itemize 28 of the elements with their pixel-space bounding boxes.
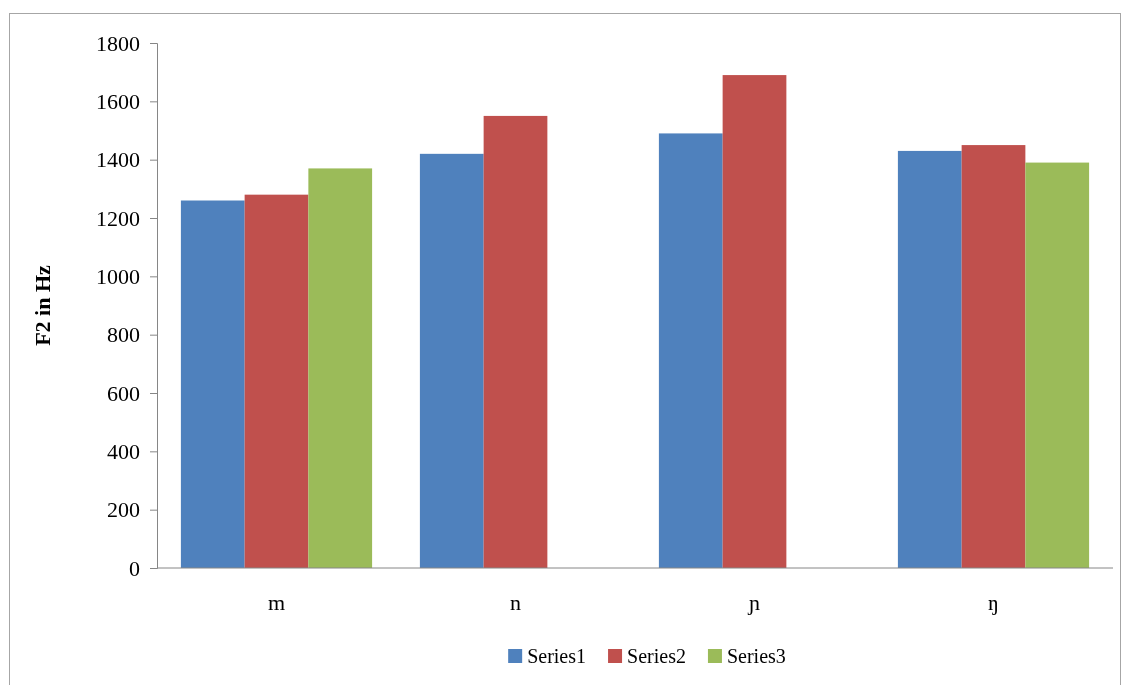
y-tick-label: 400 (107, 438, 140, 464)
bar (419, 153, 484, 568)
y-tick-label: 1800 (96, 30, 140, 56)
x-tick-label: m (267, 590, 286, 615)
legend-label: Series2 (627, 645, 686, 667)
bar (308, 168, 373, 568)
bar (722, 75, 787, 568)
y-tick-label: 1200 (96, 205, 140, 231)
y-tick-label: 1000 (96, 263, 140, 289)
bar (483, 115, 548, 568)
bar (897, 150, 962, 568)
bar (180, 200, 245, 568)
y-tick-label: 0 (129, 555, 140, 581)
x-tick-label: ŋ (988, 590, 999, 615)
x-tick-label: ɲ (747, 590, 760, 615)
bar (244, 194, 309, 568)
y-tick-label: 800 (107, 322, 140, 348)
bar (1025, 162, 1090, 568)
legend-label: Series3 (726, 645, 786, 667)
bar (658, 133, 723, 568)
x-tick-label: n (510, 590, 521, 615)
y-tick-label: 1400 (96, 147, 140, 173)
y-tick-label: 600 (107, 380, 140, 406)
y-tick-label: 200 (107, 497, 140, 523)
y-tick-label: 1600 (96, 88, 140, 114)
legend-label: Series1 (527, 645, 587, 667)
bar (961, 145, 1026, 568)
y-axis-title: F2 in Hz (30, 264, 55, 346)
